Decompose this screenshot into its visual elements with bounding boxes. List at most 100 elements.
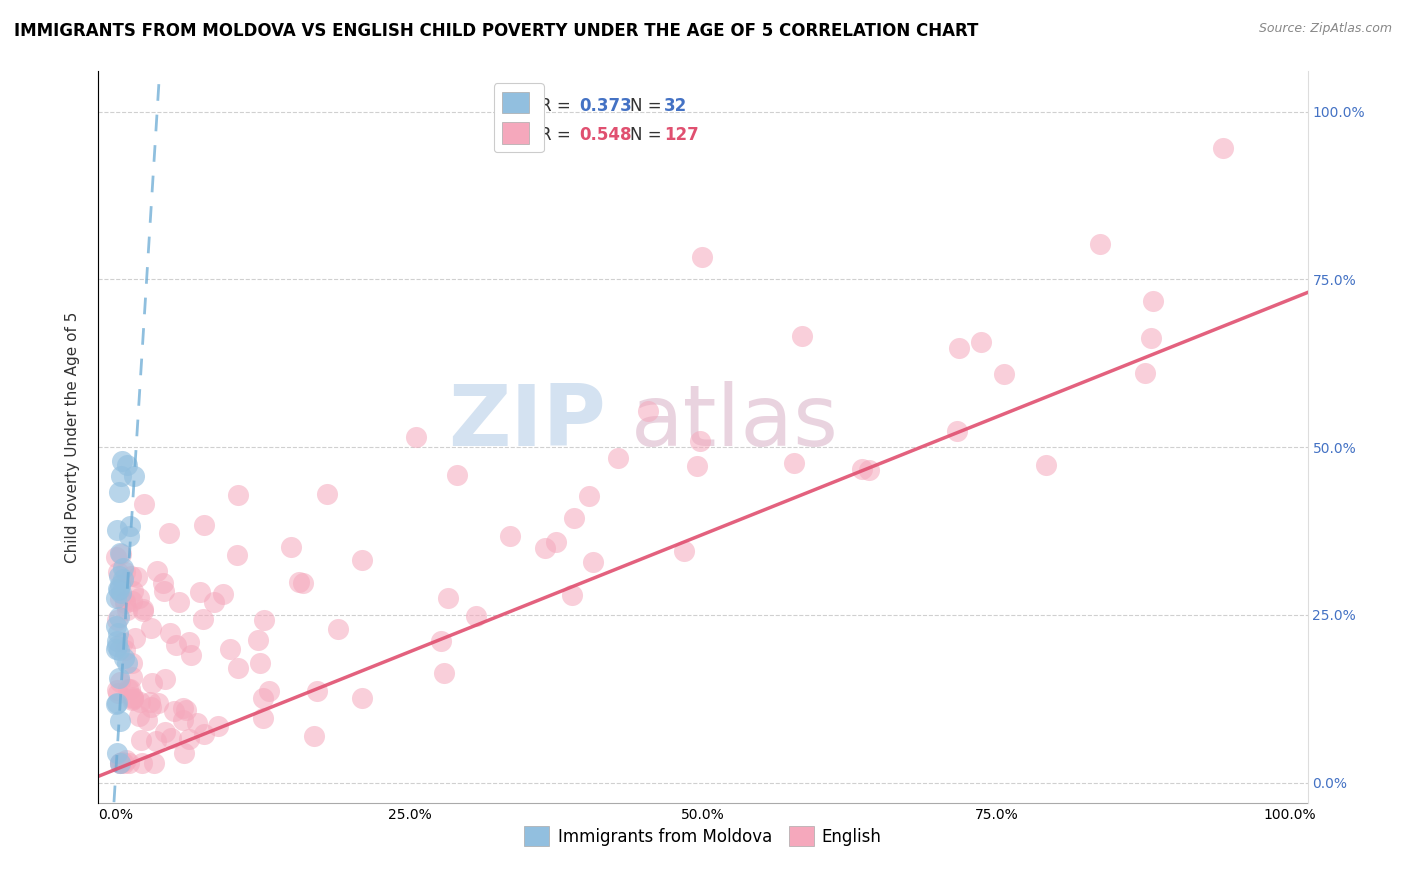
- Point: [135, 713, 157, 727]
- Point: [107, 582, 129, 596]
- Point: [111, 635, 134, 649]
- Point: [108, 671, 131, 685]
- Point: [292, 576, 315, 591]
- Point: [108, 582, 131, 597]
- Point: [114, 596, 136, 610]
- Point: [152, 576, 174, 591]
- Point: [105, 696, 128, 710]
- Point: [110, 469, 132, 483]
- Point: [105, 642, 128, 657]
- Point: [561, 588, 583, 602]
- Point: [252, 691, 274, 706]
- Point: [108, 714, 131, 729]
- Point: [121, 690, 143, 705]
- Point: [433, 665, 456, 680]
- Point: [108, 591, 131, 606]
- Point: [117, 458, 139, 472]
- Point: [226, 488, 249, 502]
- Point: [163, 705, 186, 719]
- Point: [114, 566, 136, 580]
- Point: [108, 569, 131, 583]
- Point: [143, 756, 166, 770]
- Point: [851, 461, 873, 475]
- Point: [107, 626, 129, 640]
- Point: [316, 487, 339, 501]
- Point: [430, 634, 453, 648]
- Point: [120, 569, 142, 583]
- Point: [120, 681, 142, 696]
- Point: [948, 341, 970, 355]
- Point: [225, 548, 247, 562]
- Point: [173, 746, 195, 760]
- Point: [1142, 294, 1164, 309]
- Point: [108, 674, 131, 689]
- Point: [193, 727, 215, 741]
- Point: [172, 713, 194, 727]
- Point: [188, 585, 211, 599]
- Point: [121, 670, 143, 684]
- Point: [107, 566, 129, 580]
- Point: [111, 560, 134, 574]
- Point: [110, 546, 132, 560]
- Point: [159, 625, 181, 640]
- Point: [581, 555, 603, 569]
- Point: [186, 716, 208, 731]
- Point: [174, 703, 197, 717]
- Point: [132, 498, 155, 512]
- Point: [117, 528, 139, 542]
- Point: [465, 609, 488, 624]
- Point: [121, 656, 143, 670]
- Point: [858, 463, 880, 477]
- Point: [117, 681, 139, 696]
- Point: [105, 523, 128, 537]
- Point: [117, 656, 139, 670]
- Point: [1088, 237, 1111, 252]
- Text: Source: ZipAtlas.com: Source: ZipAtlas.com: [1258, 22, 1392, 36]
- Point: [131, 604, 153, 618]
- Point: [110, 586, 132, 600]
- Point: [305, 684, 328, 698]
- Point: [108, 756, 131, 770]
- Legend: Immigrants from Moldova, English: Immigrants from Moldova, English: [517, 820, 889, 853]
- Point: [498, 529, 520, 543]
- Text: R =: R =: [540, 126, 576, 144]
- Point: [328, 622, 350, 636]
- Text: 127: 127: [664, 126, 699, 144]
- Point: [122, 692, 145, 706]
- Point: [107, 686, 129, 700]
- Point: [792, 328, 814, 343]
- Point: [108, 578, 131, 592]
- Point: [212, 587, 235, 601]
- Point: [945, 424, 967, 438]
- Point: [193, 518, 215, 533]
- Text: 0.373: 0.373: [579, 96, 633, 115]
- Point: [105, 683, 128, 698]
- Point: [125, 570, 148, 584]
- Point: [202, 595, 225, 609]
- Point: [128, 709, 150, 723]
- Text: N =: N =: [630, 96, 668, 115]
- Point: [302, 729, 325, 743]
- Point: [111, 755, 134, 769]
- Point: [122, 469, 145, 483]
- Point: [124, 631, 146, 645]
- Text: IMMIGRANTS FROM MOLDOVA VS ENGLISH CHILD POVERTY UNDER THE AGE OF 5 CORRELATION : IMMIGRANTS FROM MOLDOVA VS ENGLISH CHILD…: [14, 22, 979, 40]
- Point: [252, 711, 274, 725]
- Text: N =: N =: [630, 126, 668, 144]
- Point: [107, 634, 129, 648]
- Point: [114, 643, 136, 657]
- Point: [108, 756, 131, 770]
- Point: [105, 697, 128, 711]
- Point: [105, 591, 128, 605]
- Point: [157, 526, 180, 541]
- Point: [112, 572, 135, 586]
- Point: [105, 640, 128, 654]
- Point: [118, 756, 141, 770]
- Text: 0.548: 0.548: [579, 126, 633, 144]
- Point: [121, 693, 143, 707]
- Point: [107, 643, 129, 657]
- Point: [108, 610, 131, 624]
- Point: [141, 700, 163, 714]
- Point: [686, 459, 709, 474]
- Point: [146, 696, 169, 710]
